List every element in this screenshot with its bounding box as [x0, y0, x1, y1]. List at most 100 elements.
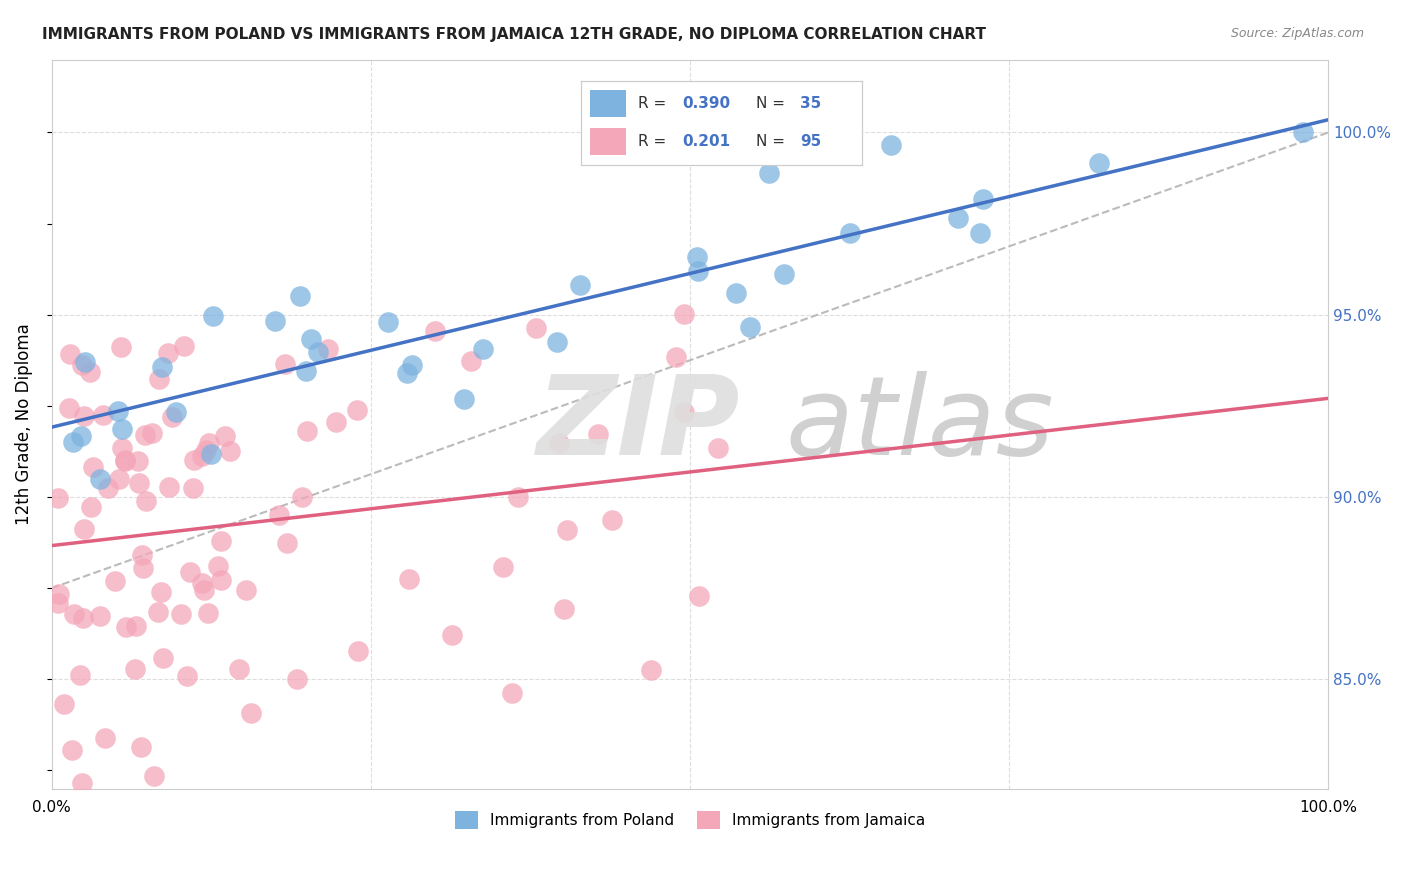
- Point: [46, 596, 69, 610]
- Point: [396, 366, 419, 380]
- Point: [150, 585, 173, 599]
- Point: [129, 740, 152, 755]
- Point: [441, 628, 464, 642]
- Point: [132, 561, 155, 575]
- Point: [115, 620, 138, 634]
- Point: [73, 355, 96, 369]
- Point: [492, 560, 515, 574]
- Point: [969, 226, 991, 240]
- Point: [524, 321, 547, 335]
- Point: [183, 453, 205, 467]
- Point: [62, 435, 84, 450]
- Point: [48, 586, 70, 600]
- Point: [97, 481, 120, 495]
- Point: [91, 408, 114, 422]
- Point: [181, 481, 204, 495]
- Point: [156, 346, 179, 360]
- Point: [142, 769, 165, 783]
- Point: [546, 334, 568, 349]
- Point: [107, 472, 129, 486]
- Point: [165, 405, 187, 419]
- Point: [398, 572, 420, 586]
- Point: [60, 743, 83, 757]
- Point: [209, 574, 232, 588]
- Point: [294, 363, 316, 377]
- Y-axis label: 12th Grade, No Diploma: 12th Grade, No Diploma: [15, 323, 32, 524]
- Point: [114, 453, 136, 467]
- Point: [62, 607, 84, 621]
- Point: [94, 731, 117, 745]
- Point: [200, 446, 222, 460]
- Point: [89, 472, 111, 486]
- Point: [170, 607, 193, 621]
- Point: [58, 401, 80, 416]
- Point: [1088, 156, 1111, 170]
- Point: [346, 402, 368, 417]
- Point: [686, 250, 709, 264]
- Point: [228, 662, 250, 676]
- Point: [110, 422, 132, 436]
- Point: [114, 454, 136, 468]
- Point: [73, 409, 96, 424]
- Point: [600, 513, 623, 527]
- Point: [191, 449, 214, 463]
- Point: [197, 606, 219, 620]
- Legend: Immigrants from Poland, Immigrants from Jamaica: Immigrants from Poland, Immigrants from …: [449, 805, 931, 836]
- Point: [46, 491, 69, 505]
- Point: [53, 698, 76, 712]
- Point: [276, 535, 298, 549]
- Point: [640, 663, 662, 677]
- Point: [79, 365, 101, 379]
- Point: [316, 342, 339, 356]
- Text: IMMIGRANTS FROM POLAND VS IMMIGRANTS FROM JAMAICA 12TH GRADE, NO DIPLOMA CORRELA: IMMIGRANTS FROM POLAND VS IMMIGRANTS FRO…: [42, 27, 986, 42]
- Point: [325, 415, 347, 429]
- Point: [150, 360, 173, 375]
- Point: [219, 444, 242, 458]
- Point: [104, 574, 127, 588]
- Point: [111, 441, 134, 455]
- Point: [70, 775, 93, 789]
- Point: [688, 264, 710, 278]
- Point: [80, 500, 103, 514]
- Point: [125, 619, 148, 633]
- Point: [131, 549, 153, 563]
- Point: [152, 651, 174, 665]
- Point: [401, 358, 423, 372]
- Text: atlas: atlas: [786, 370, 1054, 477]
- Point: [738, 320, 761, 334]
- Point: [198, 435, 221, 450]
- Point: [209, 533, 232, 548]
- Point: [673, 405, 696, 419]
- Point: [160, 410, 183, 425]
- Point: [460, 354, 482, 368]
- Point: [135, 494, 157, 508]
- Point: [69, 668, 91, 682]
- Point: [665, 350, 688, 364]
- Point: [273, 357, 295, 371]
- Point: [59, 347, 82, 361]
- Point: [69, 429, 91, 443]
- Point: [193, 582, 215, 597]
- Point: [839, 227, 862, 241]
- Point: [553, 601, 575, 615]
- Point: [267, 508, 290, 522]
- Point: [948, 211, 970, 225]
- Point: [453, 392, 475, 406]
- Point: [148, 372, 170, 386]
- Point: [207, 559, 229, 574]
- Point: [239, 706, 262, 721]
- Point: [191, 575, 214, 590]
- Point: [235, 582, 257, 597]
- Point: [214, 428, 236, 442]
- Point: [124, 662, 146, 676]
- Point: [134, 427, 156, 442]
- Point: [557, 523, 579, 537]
- Point: [688, 589, 710, 603]
- Point: [307, 344, 329, 359]
- Point: [501, 686, 523, 700]
- Point: [173, 339, 195, 353]
- Point: [773, 267, 796, 281]
- Point: [107, 404, 129, 418]
- Point: [295, 424, 318, 438]
- Point: [569, 277, 592, 292]
